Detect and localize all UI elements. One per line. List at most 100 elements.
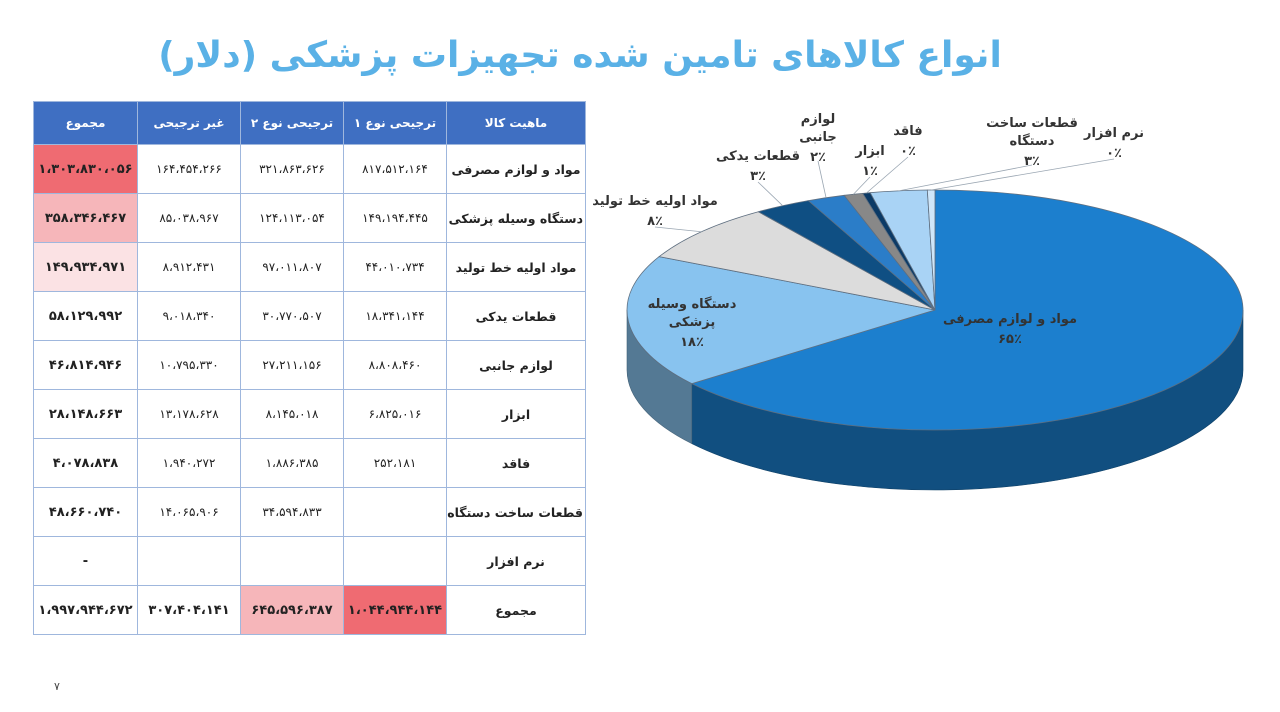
pie-chart: مواد و لوازم مصرفی ۶۵٪ دستگاه وسیله پزشکی ۱۸… [592, 112, 1244, 491]
cell-pref1: ۴۴،۰۱۰،۷۳۴ [343, 242, 447, 292]
table-total-row: مجموع ۱،۰۴۴،۹۴۴،۱۴۴ ۶۴۵،۵۹۶،۳۸۷ ۳۰۷،۴۰۴،۱۴۱… [33, 585, 586, 635]
pie-label-group-2: مواد اولیه خط تولید ۸٪ [592, 194, 718, 229]
pie-label-group-6: فاقد ۰٪ [893, 124, 922, 159]
pie-label-4: لوازم [801, 112, 836, 127]
cell-pref1: ۱۸،۳۴۱،۱۴۴ [343, 291, 447, 341]
pie-value-label-6: ۰٪ [900, 144, 916, 159]
table-body: مواد و لوازم مصرفی ۸۱۷،۵۱۲،۱۶۴ ۳۲۱،۸۶۳،۶۲۶… [33, 144, 586, 635]
table-row: ابزار ۶،۸۲۵،۰۱۶ ۸،۱۴۵،۰۱۸ ۱۳،۱۷۸،۶۲۸ ۲۸،۱۴۸،… [33, 389, 586, 439]
cell-nonpref: ۸،۹۱۲،۴۳۱ [137, 242, 241, 292]
table-row: مواد و لوازم مصرفی ۸۱۷،۵۱۲،۱۶۴ ۳۲۱،۸۶۳،۶۲۶… [33, 144, 586, 194]
cell-total: - [33, 536, 138, 586]
pie-label-group-0: مواد و لوازم مصرفی ۶۵٪ [943, 312, 1077, 347]
cell-pref1: ۸،۸۰۸،۴۶۰ [343, 340, 447, 390]
page-number: ۷ [54, 680, 60, 693]
pie-label-7: قطعات ساخت [986, 116, 1078, 131]
pie-leader-4 [817, 160, 827, 198]
table-row: قطعات ساخت دستگاه ۳۴،۵۹۴،۸۳۳ ۱۴،۰۶۵،۹۰۶ ۴۸،… [33, 487, 586, 537]
pie-slice-1 [626, 256, 936, 385]
row-category: فاقد [446, 438, 586, 488]
pie-label-3: قطعات یدکی [716, 149, 800, 164]
pie-value-label-5: ۱٪ [862, 164, 878, 179]
pie-label-1: دستگاه وسیله [648, 296, 737, 312]
cell-total: ۳۵۸،۳۴۶،۴۶۷ [33, 193, 138, 243]
cell-nonpref: ۱۰،۷۹۵،۳۳۰ [137, 340, 241, 390]
pie-label-1: پزشکی [669, 315, 715, 330]
pie-slice-8 [926, 189, 936, 311]
row-category: قطعات ساخت دستگاه [446, 487, 586, 537]
pie-slice-0 [690, 189, 1244, 431]
cell-pref2 [240, 536, 344, 586]
cell-nonpref: ۱۶۴،۴۵۴،۲۶۶ [137, 144, 241, 194]
pie-leader-3 [757, 181, 783, 206]
header-category: ماهیت کالا [446, 101, 586, 145]
pie-value-label-3: ۳٪ [750, 169, 766, 184]
pie-label-group-7: قطعات ساخت دستگاه ۳٪ [986, 116, 1078, 169]
pie-value-label-7: ۳٪ [1024, 154, 1040, 169]
total-label: مجموع [446, 585, 586, 635]
cell-total: ۲۸،۱۴۸،۶۶۳ [33, 389, 138, 439]
cell-total: ۵۸،۱۲۹،۹۹۲ [33, 291, 138, 341]
table-row: قطعات یدکی ۱۸،۳۴۱،۱۴۴ ۳۰،۷۷۰،۵۰۷ ۹،۰۱۸،۳۴۰ ۵… [33, 291, 586, 341]
row-category: دستگاه وسیله پزشکی [446, 193, 586, 243]
header-pref2: ترجیحی نوع ۲ [240, 101, 344, 145]
pie-leader-6 [866, 156, 909, 194]
pie-label-6: فاقد [893, 124, 922, 139]
pie-slice-2 [658, 211, 936, 311]
pie-value-label-0: ۶۵٪ [998, 332, 1022, 347]
cell-total: ۱،۳۰۳،۸۳۰،۰۵۶ [33, 144, 138, 194]
pie-label-0: مواد و لوازم مصرفی [943, 312, 1077, 327]
row-category: ابزار [446, 389, 586, 439]
cell-pref1: ۲۵۲،۱۸۱ [343, 438, 447, 488]
pie-label-group-4: لوازم جانبی ۲٪ [799, 112, 837, 165]
cell-pref2: ۹۷،۰۱۱،۸۰۷ [240, 242, 344, 292]
pie-value-label-1: ۱۸٪ [680, 335, 704, 350]
pie-label-5: ابزار [854, 144, 884, 159]
row-category: قطعات یدکی [446, 291, 586, 341]
supply-table: ماهیت کالا ترجیحی نوع ۱ ترجیحی نوع ۲ غیر… [33, 101, 586, 635]
pie-label-group-1: دستگاه وسیله پزشکی ۱۸٪ [648, 296, 737, 350]
table-row: مواد اولیه خط تولید ۴۴،۰۱۰،۷۳۴ ۹۷،۰۱۱،۸۰۷ ۸… [33, 242, 586, 292]
cell-pref2: ۲۷،۲۱۱،۱۵۶ [240, 340, 344, 390]
cell-pref2: ۳۰،۷۷۰،۵۰۷ [240, 291, 344, 341]
cell-total: ۱۴۹،۹۳۴،۹۷۱ [33, 242, 138, 292]
cell-pref2: ۸،۱۴۵،۰۱۸ [240, 389, 344, 439]
pie-label-group-3: قطعات یدکی ۳٪ [716, 149, 800, 184]
row-category: نرم افزار [446, 536, 586, 586]
total-cell-total: ۱،۹۹۷،۹۴۴،۶۷۲ [33, 585, 138, 635]
cell-pref2: ۱۲۴،۱۱۳،۰۵۴ [240, 193, 344, 243]
cell-total: ۴،۰۷۸،۸۳۸ [33, 438, 138, 488]
cell-pref1: ۱۴۹،۱۹۴،۴۴۵ [343, 193, 447, 243]
cell-nonpref: ۱۳،۱۷۸،۶۲۸ [137, 389, 241, 439]
pie-label-group-8: نرم افزار ۰٪ [1083, 126, 1144, 161]
pie-label-2: مواد اولیه خط تولید [592, 194, 718, 209]
table-row: لوازم جانبی ۸،۸۰۸،۴۶۰ ۲۷،۲۱۱،۱۵۶ ۱۰،۷۹۵،۳۳۰… [33, 340, 586, 390]
pie-label-4: جانبی [799, 130, 837, 145]
pie-leader-5 [853, 176, 871, 195]
page-title: انواع کالاهای تامین شده تجهیزات پزشکی (د… [158, 35, 1002, 76]
cell-pref2: ۳۴،۵۹۴،۸۳۳ [240, 487, 344, 537]
pie-value-label-2: ۸٪ [647, 214, 663, 229]
table-row: فاقد ۲۵۲،۱۸۱ ۱،۸۸۶،۳۸۵ ۱،۹۴۰،۲۷۲ ۴،۰۷۸،۸۳۸ [33, 438, 586, 488]
cell-pref1: ۸۱۷،۵۱۲،۱۶۴ [343, 144, 447, 194]
header-nonpref: غیر ترجیحی [137, 101, 241, 145]
cell-nonpref: ۱۴،۰۶۵،۹۰۶ [137, 487, 241, 537]
cell-pref2: ۳۲۱،۸۶۳،۶۲۶ [240, 144, 344, 194]
row-category: مواد و لوازم مصرفی [446, 144, 586, 194]
header-total: مجموع [33, 101, 138, 145]
cell-nonpref [137, 536, 241, 586]
cell-pref1 [343, 536, 447, 586]
pie-leader-7 [898, 164, 1033, 192]
pie-label-8: نرم افزار [1083, 126, 1144, 141]
cell-pref1: ۶،۸۲۵،۰۱۶ [343, 389, 447, 439]
row-category: لوازم جانبی [446, 340, 586, 390]
table-header-row: ماهیت کالا ترجیحی نوع ۱ ترجیحی نوع ۲ غیر… [33, 101, 586, 145]
row-category: مواد اولیه خط تولید [446, 242, 586, 292]
table-row: نرم افزار - [33, 536, 586, 586]
pie-label-7: دستگاه [1010, 133, 1055, 149]
cell-total: ۴۶،۸۱۴،۹۴۶ [33, 340, 138, 390]
cell-nonpref: ۱،۹۴۰،۲۷۲ [137, 438, 241, 488]
cell-total: ۴۸،۶۶۰،۷۴۰ [33, 487, 138, 537]
table-row: دستگاه وسیله پزشکی ۱۴۹،۱۹۴،۴۴۵ ۱۲۴،۱۱۳،۰۵۴… [33, 193, 586, 243]
header-pref1: ترجیحی نوع ۱ [343, 101, 447, 145]
